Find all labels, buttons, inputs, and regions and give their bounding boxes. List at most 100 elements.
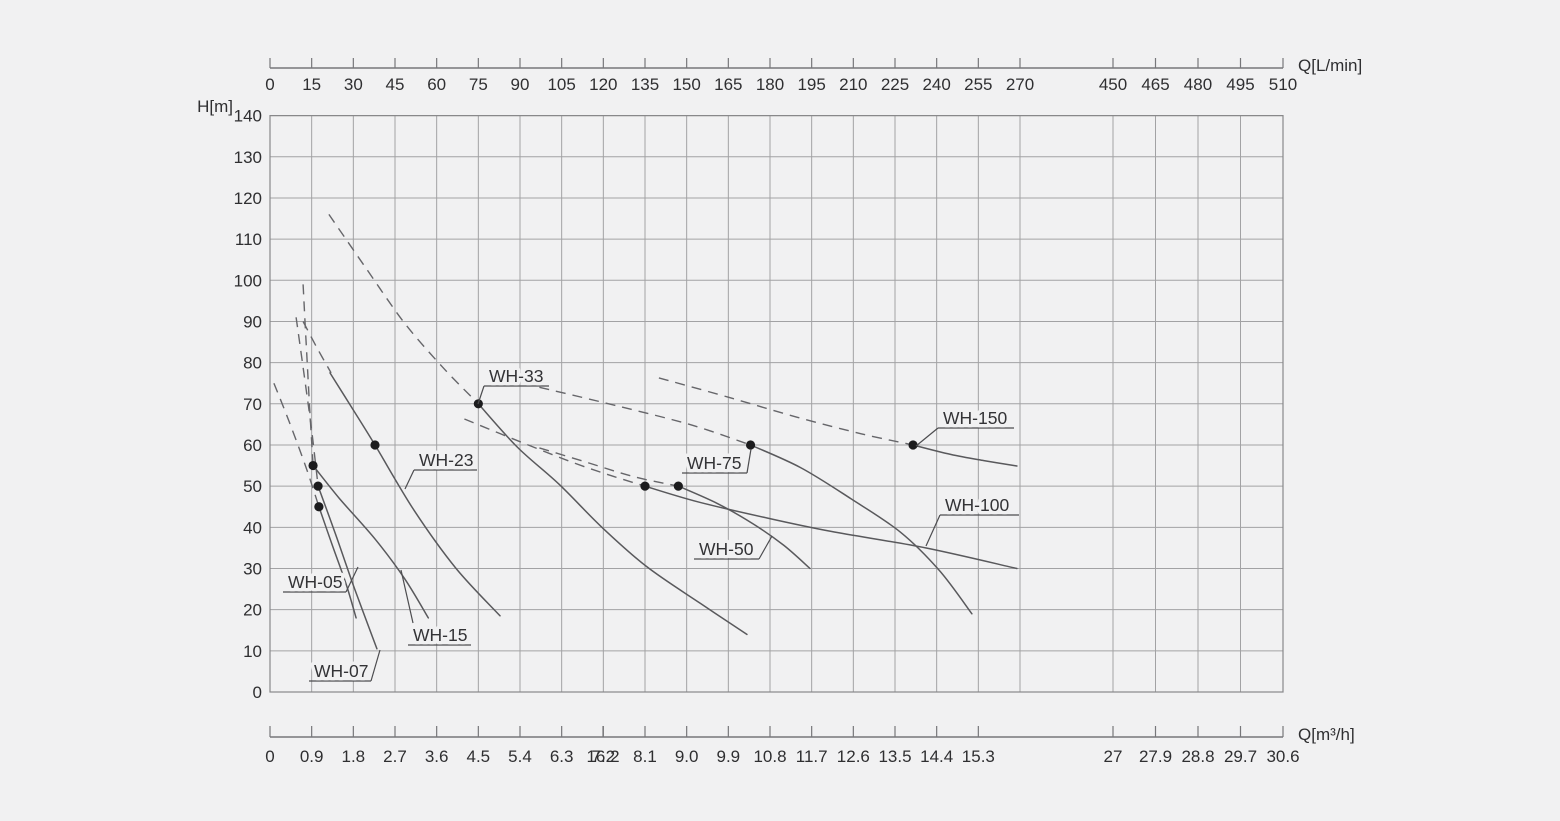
axis-tick-label: 240 [922, 75, 950, 94]
axis-tick-label: 6.3 [550, 747, 574, 766]
curve-WH-33-solid [477, 403, 748, 636]
curve-WH-23-dashed [302, 321, 332, 374]
plot-frame [269, 115, 1284, 693]
y-axis-title: H[m] [197, 97, 233, 116]
pump-label-WH-05: WH-05 [288, 572, 342, 592]
axis-tick-label: 225 [881, 75, 909, 94]
axis-tick-label: 105 [547, 75, 575, 94]
curve-labels: WH-05 WH-07 WH-15 WH-23 WH-33 WH-50 WH-75 WH-10… [283, 363, 1019, 685]
curve-WH-15-dashed [302, 284, 314, 466]
axis-tick-label: 60 [243, 436, 262, 455]
axis-tick-label: 5.4 [508, 747, 532, 766]
pump-label-WH-07: WH-07 [314, 661, 368, 681]
axis-tick-label: 27 [1104, 747, 1123, 766]
axis-tick-label: 90 [243, 312, 262, 331]
bottom-flow-axis: 0 0.9 1.8 2.7 3.6 4.5 5.4 6.3 7.2 8.1 9.0 9.9 10.8 11… [265, 726, 1300, 766]
axis-tick-label: 510 [1269, 75, 1297, 94]
axis-tick-label: 30 [344, 75, 363, 94]
pump-label-WH-50: WH-50 [699, 539, 754, 559]
axis-tick-label: 45 [386, 75, 405, 94]
axis-tick-label: 0.9 [300, 747, 324, 766]
axis-tick-label: 75 [469, 75, 488, 94]
label-leader-WH-07 [370, 649, 381, 682]
head-axis-labels: 0 10 20 30 40 50 60 70 80 90 100 110 120 130 140 [234, 107, 262, 702]
label-leader-WH-100 [925, 514, 941, 547]
label-leader-WH-05 [345, 566, 359, 593]
curve-WH-100-solid [644, 485, 1018, 570]
axis-tick-label: 30.6 [1266, 747, 1299, 766]
curve-WH-05-dashed [273, 382, 320, 507]
axis-tick-label: 180 [756, 75, 784, 94]
axis-tick-label: 60 [427, 75, 446, 94]
axis-tick-label: 0 [265, 75, 274, 94]
curve-WH-75-solid [749, 444, 973, 615]
pump-label-WH-75: WH-75 [687, 453, 741, 473]
axis-tick-label: 9.9 [717, 747, 741, 766]
axis-tick-label: 40 [243, 518, 262, 537]
top-flow-axis: 0 15 30 45 60 75 90 105 120 135 150 165 180 195 210 225… [265, 58, 1297, 94]
axis-tick-label: 8.1 [633, 747, 657, 766]
axis-tick-label: 29.7 [1224, 747, 1257, 766]
axis-tick-label: 140 [234, 107, 262, 126]
axis-tick-label: 9.0 [675, 747, 699, 766]
curve-WH-23-solid [329, 372, 501, 617]
axis-tick-label: 12.6 [837, 747, 870, 766]
axis-tick-label: 480 [1184, 75, 1212, 94]
pump-label-WH-100: WH-100 [945, 495, 1009, 515]
pump-curves [273, 214, 1018, 650]
axis-tick-label: 27.9 [1139, 747, 1172, 766]
axis-tick-label: 2.7 [383, 747, 407, 766]
curve-WH-100-dashed [464, 418, 646, 487]
curve-WH-07-dashed [295, 317, 319, 487]
pump-label-WH-150: WH-150 [943, 408, 1007, 428]
axis-tick-label: 15 [302, 75, 321, 94]
curve-WH-07-solid [317, 485, 378, 650]
axis-tick-label: 0 [253, 683, 262, 702]
axis-tick-label: 165 [714, 75, 742, 94]
axis-tick-label: 16.2 [586, 747, 619, 766]
curve-WH-50-dashed [539, 447, 679, 487]
axis-tick-label: 15.3 [962, 747, 995, 766]
axis-tick-label: 120 [589, 75, 617, 94]
duty-point-WH-150 [908, 440, 918, 450]
axis-tick-label: 10.8 [753, 747, 786, 766]
axis-tick-label: 14.4 [920, 747, 953, 766]
axis-tick-label: 13.5 [878, 747, 911, 766]
axis-tick-label: 495 [1226, 75, 1254, 94]
axis-tick-label: 195 [797, 75, 825, 94]
duty-point-WH-100 [640, 481, 650, 491]
axis-tick-label: 130 [234, 148, 262, 167]
label-leader-WH-75 [746, 448, 752, 474]
duty-point-WH-05 [314, 502, 324, 512]
duty-point-WH-15 [308, 460, 318, 471]
duty-point-WH-07 [313, 481, 323, 491]
axis-tick-label: 255 [964, 75, 992, 94]
duty-point-WH-75 [745, 440, 756, 450]
pump-label-WH-23: WH-23 [419, 450, 473, 470]
top-axis-title: Q[L/min] [1298, 56, 1362, 75]
label-leader-WH-15 [400, 569, 414, 624]
label-leader-WH-23 [404, 469, 415, 490]
label-leader-WH-50 [758, 535, 773, 560]
axis-tick-label: 70 [243, 395, 262, 414]
curve-WH-150-dashed [658, 377, 914, 446]
axis-tick-label: 150 [672, 75, 700, 94]
axis-tick-label: 10 [243, 642, 262, 661]
axis-tick-label: 450 [1099, 75, 1127, 94]
axis-tick-label: 50 [243, 477, 262, 496]
curve-WH-150-solid [912, 444, 1018, 467]
axis-tick-label: 11.7 [796, 747, 828, 766]
axis-tick-label: 210 [839, 75, 867, 94]
plot-border [269, 115, 1284, 693]
axis-tick-label: 4.5 [467, 747, 491, 766]
curve-WH-05-solid [318, 505, 357, 619]
axis-tick-label: 100 [234, 271, 262, 290]
label-leader-WH-33 [477, 385, 485, 405]
duty-point-WH-23 [370, 440, 380, 450]
label-leader-WH-150 [915, 427, 939, 447]
axis-tick-label: 90 [511, 75, 530, 94]
axis-tick-label: 270 [1006, 75, 1034, 94]
axis-tick-label: 1.8 [342, 747, 366, 766]
